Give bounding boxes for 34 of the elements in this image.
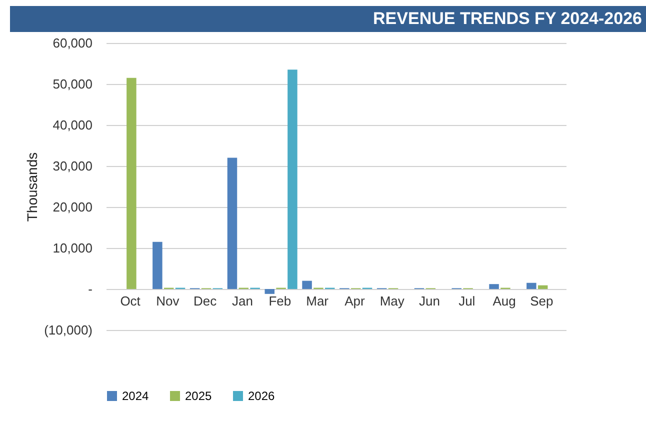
x-tick-label: Jan <box>232 294 253 308</box>
x-tick-label: Jul <box>458 294 476 308</box>
x-tick-label: Nov <box>156 294 180 308</box>
bar <box>538 285 548 289</box>
bar <box>264 289 275 294</box>
legend-label: 2025 <box>185 389 212 403</box>
legend-label: 2026 <box>248 389 276 403</box>
bar <box>126 78 136 289</box>
bar <box>302 280 312 289</box>
y-tick-label: 40,000 <box>52 118 92 132</box>
bar <box>288 70 298 289</box>
y-tick-label: 50,000 <box>52 76 92 92</box>
x-tick-label: Sep <box>530 294 554 308</box>
x-tick-label: May <box>380 294 405 308</box>
bar <box>152 242 162 289</box>
legend-label: 2024 <box>122 389 150 403</box>
y-axis-title: Thousands <box>24 152 40 222</box>
y-tick-label: 10,000 <box>52 240 92 256</box>
bar <box>489 284 499 289</box>
y-tick-label: - <box>88 282 92 296</box>
x-tick-label: Aug <box>492 294 516 308</box>
x-tick-label: Oct <box>120 294 141 308</box>
y-tick-label: 20,000 <box>52 200 92 214</box>
x-tick-label: Feb <box>268 294 292 308</box>
y-tick-label: 60,000 <box>52 36 92 50</box>
x-tick-label: Apr <box>344 294 366 308</box>
bar <box>227 158 238 289</box>
x-tick-label: Dec <box>194 294 218 308</box>
x-tick-label: Jun <box>419 294 440 308</box>
y-tick-label: 30,000 <box>52 158 92 174</box>
chart-title: REVENUE TRENDS FY 2024-2026 <box>10 6 646 32</box>
y-tick-label: (10,000) <box>44 322 92 338</box>
x-tick-label: Mar <box>306 294 330 308</box>
bar <box>526 282 536 289</box>
